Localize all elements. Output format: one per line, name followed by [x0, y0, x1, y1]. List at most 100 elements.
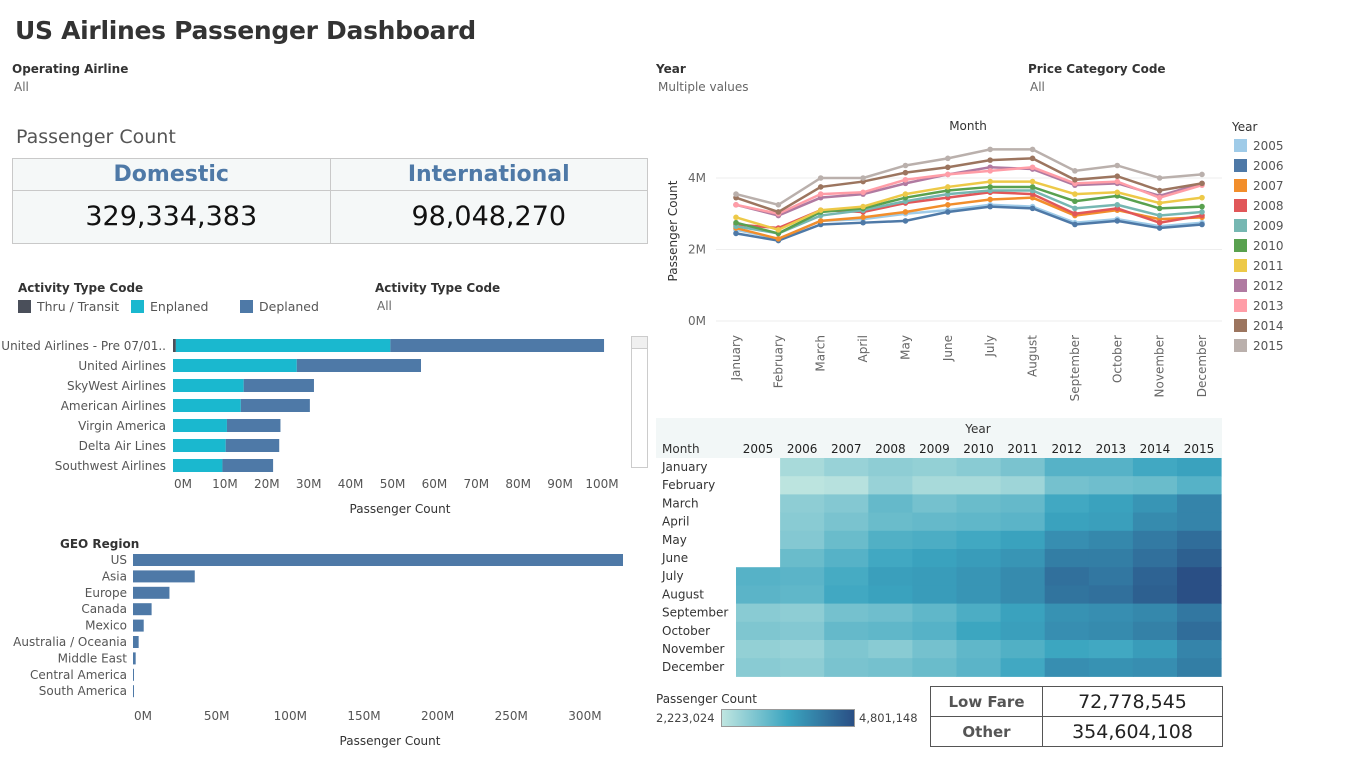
heatmap-cell: [956, 494, 1002, 514]
heatmap-cell: [868, 621, 913, 641]
data-point: [1156, 205, 1163, 212]
data-point: [902, 176, 909, 183]
category-label: Mexico: [85, 619, 127, 633]
x-tick-label: 70M: [463, 477, 489, 491]
heatmap-cell: [1000, 512, 1046, 532]
heatmap-cell: [1132, 567, 1178, 586]
heatmap-cell: [1177, 658, 1222, 677]
heatmap-cell: [1044, 512, 1090, 532]
data-point: [733, 219, 739, 226]
heatmap-cell: [912, 549, 957, 568]
y-tick-label: 4M: [688, 171, 706, 185]
heatmap-cell: [780, 530, 825, 550]
bar-segment: [243, 379, 314, 392]
dashboard-title: US Airlines Passenger Dashboard: [15, 16, 476, 45]
heatmap-cell: [912, 621, 957, 641]
data-point: [945, 171, 951, 178]
heatmap-column-label: 2015: [1184, 442, 1215, 456]
data-point: [945, 164, 951, 171]
x-tick-label: July: [983, 335, 997, 358]
filter-value[interactable]: All: [14, 80, 29, 94]
heatmap-cell: [1088, 603, 1134, 623]
heatmap-cell: [1132, 512, 1178, 532]
legend-swatch: [1234, 199, 1247, 212]
scrollbar-thumb[interactable]: [632, 337, 647, 349]
category-label: US: [111, 553, 127, 567]
data-point: [1029, 205, 1036, 212]
monthly-line-chart: Month 0M 2M 4M Passenger Count January Februar…: [666, 119, 1284, 401]
legend-item-deplaned[interactable]: Deplaned: [240, 299, 319, 314]
data-point: [1072, 210, 1078, 217]
legend-label: 2013: [1253, 299, 1284, 313]
filter-price-category[interactable]: Price Category Code All: [1028, 62, 1166, 94]
heatmap-cell: [1000, 458, 1046, 477]
data-point: [860, 219, 866, 226]
filter-activity-type[interactable]: Activity Type Code All: [375, 281, 500, 313]
geo-region-header: GEO Region: [60, 537, 139, 551]
category-label: Canada: [81, 602, 127, 616]
category-label: Europe: [85, 586, 127, 600]
heatmap-cell: [1000, 621, 1046, 641]
heatmap-cell: [912, 567, 957, 586]
heatmap-cell: [780, 640, 825, 659]
heatmap-cell: [1000, 585, 1046, 605]
data-point: [1199, 194, 1205, 201]
heatmap-cell: [956, 567, 1002, 586]
heatmap-cell: [824, 585, 869, 605]
heatmap-cell: [1088, 476, 1134, 495]
filter-year[interactable]: Year Multiple values: [656, 62, 749, 94]
legend-label: Thru / Transit: [37, 299, 120, 314]
bar-segment: [225, 439, 280, 452]
legend-label: 2014: [1253, 319, 1284, 333]
legend-label: 2010: [1253, 239, 1284, 253]
data-point: [860, 203, 866, 210]
heatmap-cell: [1000, 494, 1046, 514]
heatmap-cell: [1132, 530, 1178, 550]
fare-value: 72,778,545: [1078, 691, 1187, 713]
filter-operating-airline[interactable]: Operating Airline All: [12, 62, 128, 94]
x-axis-title: Passenger Count: [350, 502, 451, 516]
data-point: [733, 230, 739, 237]
heatmap-cell: [1088, 549, 1134, 568]
data-point: [1156, 187, 1163, 194]
x-tick-label: 0M: [134, 709, 152, 723]
data-point: [775, 227, 782, 233]
heatmap-cell: [780, 549, 825, 568]
legend-item-enplaned[interactable]: Enplaned: [131, 299, 240, 314]
data-point: [1156, 175, 1163, 181]
filter-value[interactable]: Multiple values: [658, 80, 749, 94]
filter-value[interactable]: All: [1030, 80, 1045, 94]
legend-label: 2005: [1253, 139, 1284, 153]
data-point: [987, 203, 993, 210]
legend-swatch: [240, 300, 253, 313]
bar-segment: [173, 459, 223, 472]
heatmap-cell: [912, 530, 957, 550]
series-line: [735, 205, 1203, 242]
category-label: South America: [39, 684, 127, 698]
heatmap-column-label: 2014: [1140, 442, 1171, 456]
bar: [133, 652, 136, 665]
data-point: [733, 214, 739, 221]
heatmap-row-label: February: [662, 478, 715, 492]
data-point: [860, 189, 866, 196]
x-tick-label: 100M: [585, 477, 618, 491]
series-line: [735, 185, 1203, 235]
legend-swatch: [1234, 339, 1247, 352]
bar: [133, 554, 623, 566]
series-line: [735, 189, 1203, 235]
heatmap-cell: [1177, 476, 1222, 495]
legend-item-thru[interactable]: Thru / Transit: [18, 299, 131, 314]
airline-chart-scrollbar[interactable]: [631, 336, 648, 468]
heatmap-cell: [1132, 585, 1178, 605]
filter-value[interactable]: All: [377, 299, 392, 313]
heatmap-cell: [956, 549, 1002, 568]
x-tick-label: November: [1153, 335, 1167, 397]
domestic-label: Domestic: [13, 159, 331, 190]
heatmap-cell: [1177, 567, 1222, 586]
y-tick-label: 2M: [688, 243, 706, 257]
x-tick-label: 60M: [422, 477, 448, 491]
x-tick-label: 0M: [174, 477, 192, 491]
data-point: [1072, 205, 1078, 212]
bar-segment: [222, 459, 274, 472]
heatmap-cell: [1044, 603, 1090, 623]
